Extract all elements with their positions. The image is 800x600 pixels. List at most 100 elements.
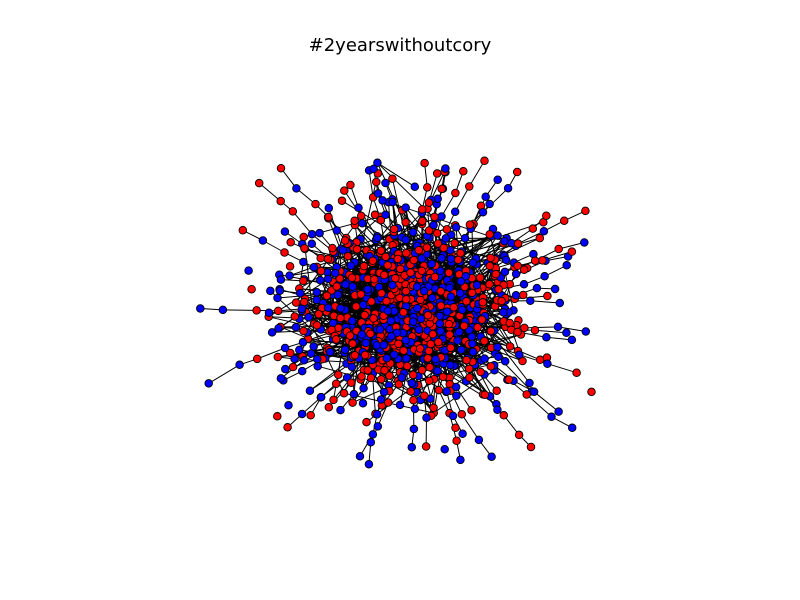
graph-node-blue <box>542 332 551 342</box>
graph-node-blue <box>408 227 418 237</box>
graph-node-blue <box>554 407 563 416</box>
graph-node-red <box>350 216 359 226</box>
graph-node-blue <box>417 254 426 263</box>
graph-node-blue <box>307 239 317 249</box>
graph-node-blue <box>381 210 390 220</box>
graph-node-red <box>340 236 350 245</box>
graph-node-red <box>505 318 515 328</box>
graph-node-red <box>425 362 434 372</box>
graph-node-red <box>430 212 439 222</box>
graph-node-red <box>276 196 285 206</box>
graph-edge <box>377 162 416 188</box>
graph-node-red <box>382 296 391 306</box>
graph-node-blue <box>313 361 322 371</box>
graph-node-blue <box>347 316 357 326</box>
graph-node-red <box>323 254 333 264</box>
nodes-layer <box>196 156 596 469</box>
graph-node-red <box>339 388 349 398</box>
graph-node-blue <box>433 366 442 376</box>
graph-node-red <box>465 373 474 382</box>
graph-node-red <box>485 279 494 289</box>
graph-node-red <box>286 238 295 247</box>
graph-node-red <box>513 239 523 248</box>
graph-node-red <box>406 387 415 396</box>
graph-node-blue <box>407 442 417 452</box>
graph-node-red <box>376 215 386 225</box>
graph-node-blue <box>511 290 521 300</box>
graph-edge <box>526 394 552 418</box>
graph-node-blue <box>338 246 348 255</box>
graph-node-red <box>306 411 315 420</box>
graph-node-blue <box>581 327 591 336</box>
graph-node-blue <box>446 360 455 370</box>
graph-node-red <box>513 261 522 271</box>
graph-node-blue <box>366 438 376 447</box>
graph-node-red <box>434 385 444 395</box>
graph-node-red <box>367 297 376 306</box>
graph-edge <box>208 364 240 384</box>
graph-node-blue <box>567 335 577 345</box>
graph-node-red <box>538 256 547 265</box>
graph-node-red <box>322 291 332 300</box>
graph-node-red <box>336 313 345 323</box>
graph-node-blue <box>472 280 482 290</box>
graph-node-blue <box>373 233 382 243</box>
graph-node-red <box>350 350 360 360</box>
graph-node-blue <box>381 178 390 188</box>
graph-node-red <box>389 224 399 234</box>
graph-node-red <box>449 303 459 312</box>
graph-node-blue <box>445 283 454 293</box>
graph-node-blue <box>500 356 510 366</box>
graph-node-blue <box>296 288 305 298</box>
graph-node-red <box>554 244 563 254</box>
graph-node-red <box>485 230 494 239</box>
graph-node-red <box>530 325 540 335</box>
graph-node-blue <box>340 345 350 354</box>
graph-node-blue <box>295 345 304 355</box>
graph-node-red <box>352 245 362 254</box>
graph-node-blue <box>196 304 205 313</box>
graph-node-blue <box>359 383 368 393</box>
graph-node-red <box>252 354 262 364</box>
graph-node-blue <box>451 223 461 232</box>
graph-node-red <box>512 167 522 177</box>
graph-node-red <box>403 361 412 371</box>
graph-node-red <box>543 291 552 301</box>
graph-node-blue <box>407 378 417 388</box>
graph-node-red <box>356 290 366 299</box>
graph-node-red <box>388 174 397 183</box>
graph-node-blue <box>389 350 399 359</box>
graph-node-blue <box>429 220 438 230</box>
graph-node-red <box>499 411 509 420</box>
graph-node-blue <box>525 378 534 388</box>
graph-node-red <box>522 390 531 399</box>
graph-node-red <box>465 220 475 229</box>
graph-node-blue <box>341 280 350 289</box>
graph-node-blue <box>493 175 502 184</box>
graph-node-red <box>424 198 434 207</box>
graph-node-blue <box>511 269 521 279</box>
graph-node-blue <box>349 389 359 399</box>
graph-node-red <box>334 370 343 379</box>
graph-node-red <box>370 210 380 220</box>
graph-node-blue <box>336 304 345 313</box>
graph-node-blue <box>299 257 308 267</box>
graph-edge <box>557 326 586 332</box>
graph-node-blue <box>529 387 539 397</box>
graph-node-red <box>380 366 389 375</box>
graph-node-blue <box>413 303 422 313</box>
graph-node-red <box>273 412 282 421</box>
graph-node-blue <box>481 192 490 201</box>
graph-node-blue <box>567 423 577 433</box>
graph-node-red <box>424 346 434 356</box>
graph-node-blue <box>468 347 478 357</box>
graph-node-blue <box>499 308 508 317</box>
graph-node-blue <box>368 430 378 439</box>
graph-node-red <box>486 362 496 371</box>
graph-node-red <box>273 306 283 316</box>
graph-edge <box>546 336 572 341</box>
graph-node-red <box>346 378 356 387</box>
graph-node-red <box>414 245 424 255</box>
graph-node-red <box>283 423 292 432</box>
